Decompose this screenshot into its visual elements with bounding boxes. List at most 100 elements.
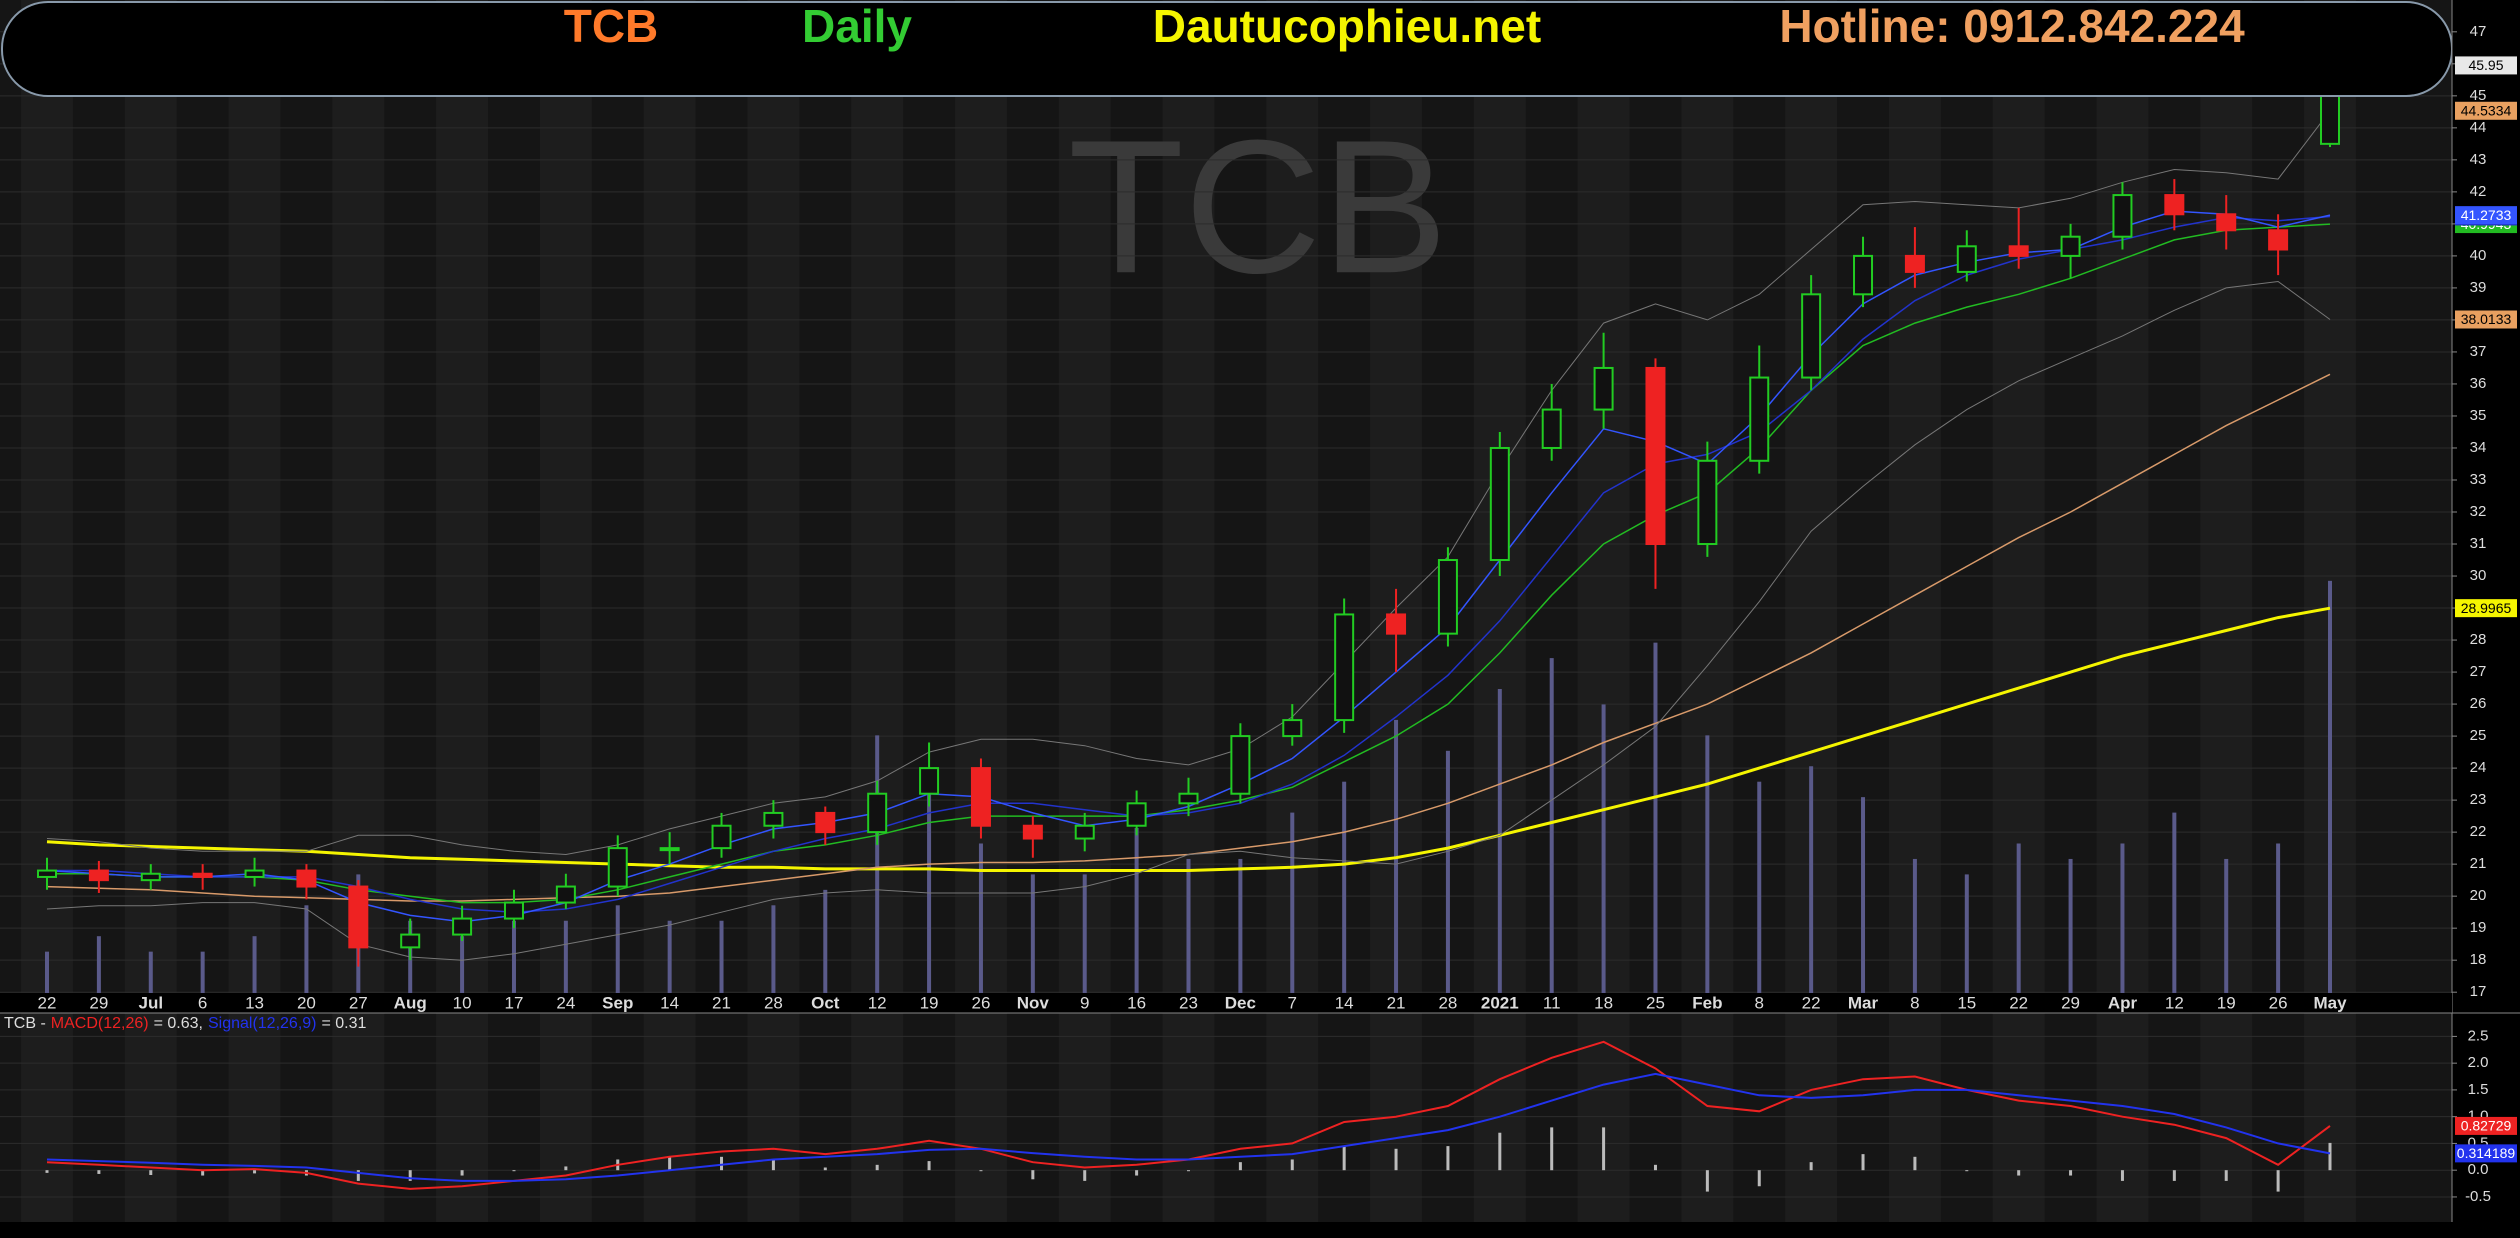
y-tick-label: 40 (2470, 247, 2487, 264)
candle-body (1801, 293, 1822, 379)
price-tag (2455, 1144, 2517, 1163)
band (1058, 0, 1111, 1238)
y-tick-label: 1.5 (2468, 1081, 2489, 1098)
candle-body (1282, 719, 1303, 738)
x-tick-label: 29 (2061, 993, 2080, 1012)
histogram-bar (2120, 1170, 2124, 1181)
histogram-bar (2328, 1142, 2332, 1171)
candle-body (1334, 613, 1355, 722)
volume-bar (1964, 874, 1969, 998)
candle-body (1749, 376, 1770, 462)
candle-body (1437, 559, 1458, 635)
histogram-bar (356, 1170, 360, 1181)
volume-bar (45, 951, 49, 998)
histogram-bar (1446, 1146, 1450, 1171)
histogram-bar (1394, 1148, 1398, 1171)
x-tick-label: 14 (660, 993, 679, 1012)
band (436, 0, 489, 1238)
histogram-bar (564, 1166, 568, 1171)
y-tick-label: 26 (2470, 695, 2487, 712)
x-tick-label: 23 (1179, 993, 1198, 1012)
histogram-bar (1290, 1159, 1294, 1171)
candle-body (1489, 446, 1510, 562)
candle-body (348, 885, 369, 949)
x-tick-label: May (2313, 993, 2347, 1012)
y-tick-label: 32 (2470, 503, 2487, 520)
candle-body (2112, 194, 2133, 238)
x-tick-label: Nov (1017, 993, 1050, 1012)
histogram-bar (771, 1159, 775, 1171)
candle-body (2164, 194, 2185, 216)
volume-bar (1290, 812, 1295, 998)
x-tick-label: 16 (1127, 993, 1146, 1012)
histogram-bar (979, 1170, 983, 1172)
x-tick-label: Aug (394, 993, 427, 1012)
ma-line (46, 110, 2331, 856)
x-tick-label: 17 (505, 993, 524, 1012)
x-tick-label: Feb (1692, 993, 1722, 1012)
candle-body (296, 869, 317, 888)
y-tick-label: 28 (2470, 631, 2487, 648)
x-tick-label: 14 (1335, 993, 1354, 1012)
candle-body (970, 767, 991, 827)
histogram-bar (1238, 1162, 1242, 1171)
price-tag-label: 0.314189 (2457, 1145, 2516, 1161)
price-tag (2455, 101, 2517, 120)
date-axis-bg (0, 993, 2452, 1013)
histogram-bar (1135, 1170, 1139, 1176)
x-tick-label: Oct (811, 993, 840, 1012)
volume-bar (148, 951, 153, 998)
y-tick-label: -0.5 (2465, 1188, 2491, 1205)
macd-legend-part: Signal(12,26,9) (208, 1015, 317, 1032)
volume-bar (1912, 858, 1917, 998)
y-tick-label: 36 (2470, 375, 2487, 392)
y-tick-label: 44 (2470, 119, 2487, 136)
volume-bar (978, 843, 983, 998)
x-tick-label: 10 (453, 993, 472, 1012)
volume-bar (1238, 858, 1243, 998)
histogram-bar (201, 1170, 205, 1176)
candle-body (1593, 366, 1614, 411)
volume-bar (1705, 735, 1710, 998)
x-tick-label: 28 (1438, 993, 1457, 1012)
x-tick-label: 9 (1080, 993, 1089, 1012)
histogram-bar (2172, 1170, 2176, 1181)
x-tick-label: 29 (89, 993, 108, 1012)
price-tag-label: 0.82729 (2461, 1118, 2512, 1134)
price-tag (2455, 599, 2517, 618)
y-tick-label: 47 (2470, 23, 2487, 40)
histogram-bar (1342, 1146, 1346, 1171)
x-tick-label: 22 (1802, 993, 1821, 1012)
band (1266, 0, 1319, 1238)
signal-line (46, 1072, 2331, 1182)
y-tick-label: 23 (2470, 791, 2487, 808)
candle-body (1126, 802, 1147, 827)
histogram-bar (1705, 1170, 1709, 1192)
volume-bar (667, 920, 672, 998)
candle-body (919, 767, 940, 795)
y-tick-label: 35 (2470, 407, 2487, 424)
x-tick-label: 2021 (1481, 993, 1519, 1012)
volume-bar (2120, 843, 2125, 998)
y-tick-label: 31 (2470, 535, 2487, 552)
volume-bar (200, 951, 205, 998)
volume-bar (1809, 766, 1814, 998)
volume-bar (927, 781, 932, 998)
histogram-bar (1550, 1127, 1554, 1171)
volume-bar (563, 920, 568, 998)
macd-legend-part: TCB - (4, 1015, 46, 1032)
candle-body (2216, 213, 2237, 232)
band (124, 0, 177, 1238)
volume-bar (1757, 781, 1762, 998)
histogram-bar (668, 1156, 672, 1171)
volume-bar (1445, 750, 1450, 998)
candle-body (607, 847, 628, 888)
volume-bar (1030, 874, 1035, 998)
y-tick-label: 17 (2470, 983, 2487, 1000)
x-tick-label: 15 (1957, 993, 1976, 1012)
y-tick-label: 2.0 (2468, 1054, 2489, 1071)
histogram-bar (875, 1164, 879, 1171)
volume-bar (1497, 689, 1502, 998)
volume-bar (1861, 797, 1866, 998)
histogram-bar (1965, 1170, 1969, 1172)
